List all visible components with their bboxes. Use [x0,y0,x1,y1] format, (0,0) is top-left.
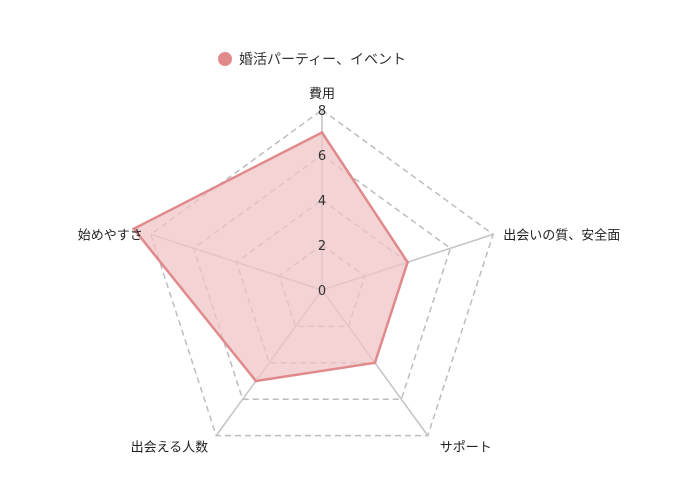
tick-label-2: 2 [318,239,326,254]
radar-series [132,131,410,383]
legend-swatch [218,52,232,66]
axis-label-4: 始めやすさ [78,228,143,243]
data-point-4 [132,227,136,231]
axis-label-0: 費用 [309,87,335,102]
tick-label-6: 6 [318,149,326,164]
legend: 婚活パーティー、イベント [218,52,406,68]
data-point-1 [406,260,410,264]
axis-label-2: サポート [440,441,492,456]
data-point-2 [373,361,377,365]
radial-tick-labels: 0 2 4 6 8 [318,104,326,299]
axis-label-3: 出会える人数 [131,441,209,456]
data-point-3 [254,379,258,383]
tick-label-0: 0 [318,284,326,299]
tick-label-8: 8 [318,104,326,119]
axis-label-1: 出会いの質、安全面 [503,227,620,243]
data-point-0 [320,131,324,134]
series-area [132,131,409,383]
tick-label-4: 4 [318,194,326,209]
legend-label: 婚活パーティー、イベント [239,52,406,68]
